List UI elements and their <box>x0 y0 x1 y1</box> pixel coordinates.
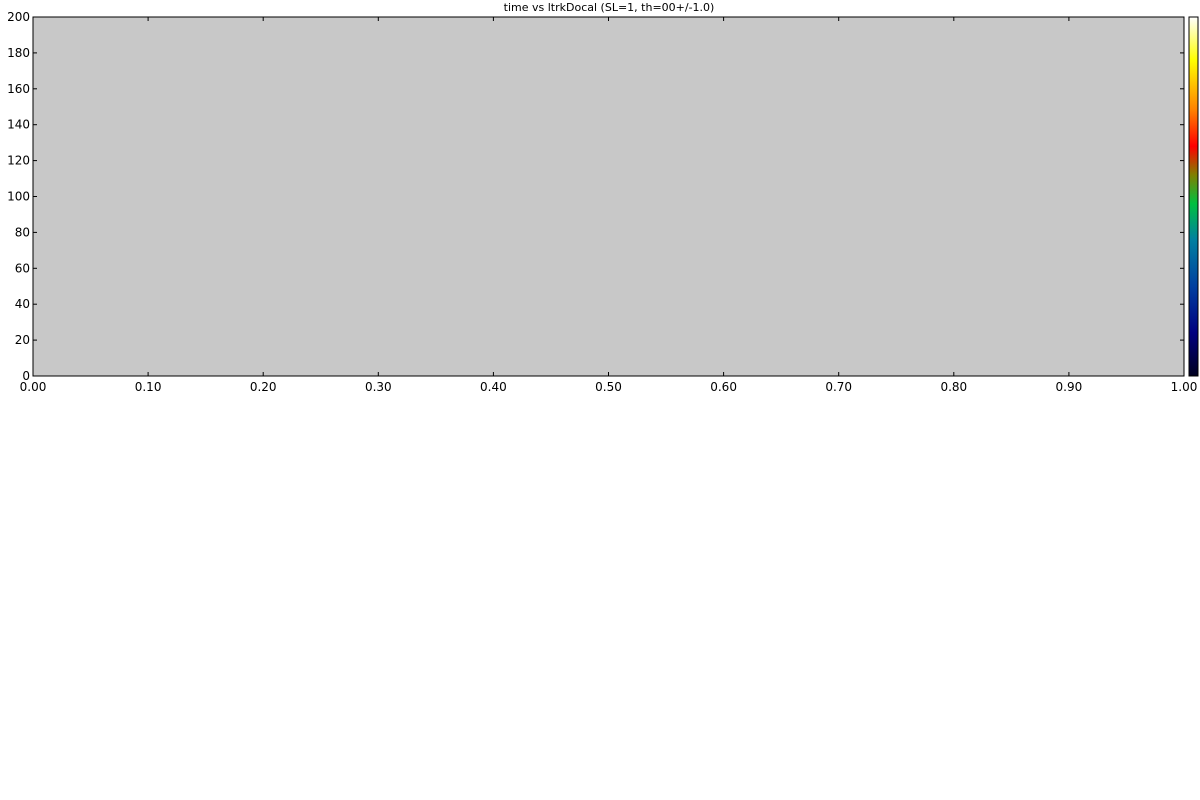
x-tick-label: 0.70 <box>825 380 852 394</box>
y-tick-label: 40 <box>15 297 30 311</box>
y-tick-label: 120 <box>7 154 30 168</box>
y-tick-label: 180 <box>7 46 30 60</box>
x-axis: 0.00 0.10 0.20 0.30 0.40 0.50 0.60 0.70 0.80 0.90… <box>20 17 1198 394</box>
plot-area <box>32 16 1185 377</box>
x-tick-label: 0.30 <box>365 380 392 394</box>
chart-title: time vs ltrkDocal (SL=1, th=00+/-1.0) <box>504 1 715 14</box>
colorbar <box>1188 16 1199 377</box>
y-tick-label: 200 <box>7 10 30 24</box>
y-axis: 0 20 40 60 80 100 120 140 160 180 200 <box>7 10 1184 383</box>
y-tick-label: 80 <box>15 225 30 239</box>
y-tick-label: 0 <box>22 369 30 383</box>
y-tick-label: 60 <box>15 261 30 275</box>
y-tick-label: 100 <box>7 190 30 204</box>
x-tick-label: 0.10 <box>135 380 162 394</box>
x-tick-label: 0.00 <box>20 380 47 394</box>
x-tick-label: 0.20 <box>250 380 277 394</box>
x-tick-label: 0.50 <box>595 380 622 394</box>
y-tick-label: 160 <box>7 82 30 96</box>
y-tick-label: 20 <box>15 333 30 347</box>
x-tick-label: 0.60 <box>710 380 737 394</box>
x-tick-label: 0.90 <box>1056 380 1083 394</box>
x-tick-label: 1.00 <box>1171 380 1198 394</box>
y-tick-label: 140 <box>7 118 30 132</box>
x-tick-label: 0.40 <box>480 380 507 394</box>
x-tick-label: 0.80 <box>940 380 967 394</box>
